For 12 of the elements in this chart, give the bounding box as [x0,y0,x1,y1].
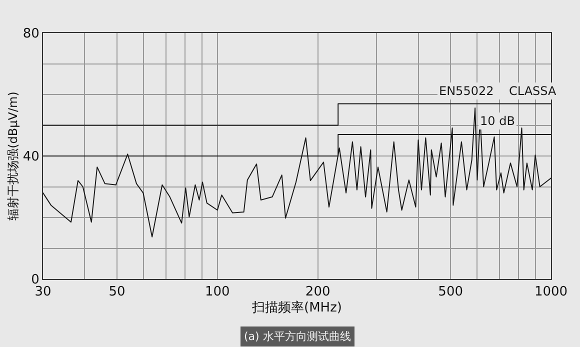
x-tick-label: 1000 [534,284,568,300]
x-tick-label: 500 [438,284,463,300]
x-tick-label: 100 [205,284,230,300]
series-label: EN55022 CLASSA [439,84,557,98]
x-tick-label: 200 [305,284,330,300]
series-label: 10 dB [480,114,515,128]
text: (a) 水平方向测试曲线 [244,330,351,343]
y-axis-title: 辐射干扰场强(dBμV/m) [6,92,20,220]
y-tick-label: 80 [22,26,40,42]
y-tick-label: 40 [22,150,40,165]
x-tick-label: 50 [108,284,126,300]
x-axis-title: 扫描频率(MHz) [251,300,342,316]
